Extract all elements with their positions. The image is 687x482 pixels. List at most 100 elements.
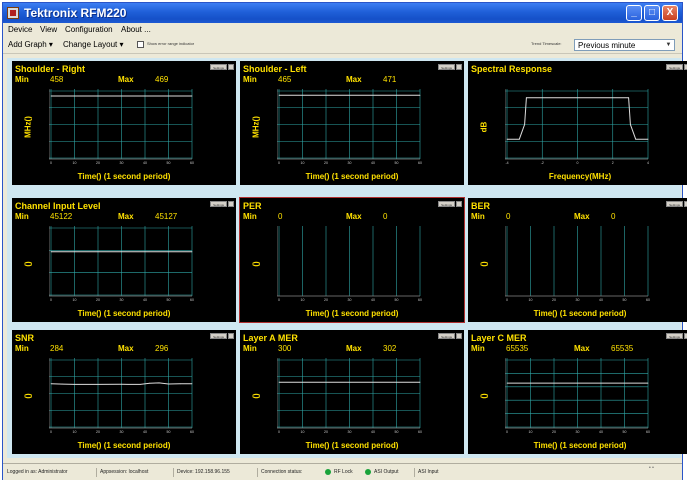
data-point <box>191 95 193 97</box>
x-tick-label: 60 <box>190 298 194 302</box>
max-value: 0 <box>611 212 616 221</box>
panel-settings-button[interactable]: Settings <box>210 201 227 207</box>
graph-grid: Shoulder - Right Settings Min 458 Max 469 MHz(… <box>7 58 687 458</box>
max-value: 469 <box>155 75 169 84</box>
panel-settings-button[interactable]: Settings <box>210 64 227 70</box>
panel-title: Channel Input Level <box>15 201 101 211</box>
add-graph-button[interactable]: Add Graph ▾ <box>8 40 53 49</box>
panel-settings-button[interactable]: Settings <box>666 333 683 339</box>
y-axis-label: MHz() <box>23 116 33 138</box>
menu-configuration[interactable]: Configuration <box>65 25 113 34</box>
x-tick-label: 0 <box>50 161 52 165</box>
max-label: Max <box>346 344 362 353</box>
panel-close-icon[interactable] <box>228 201 234 207</box>
x-tick-label: 60 <box>190 430 194 434</box>
x-tick-label: 10 <box>73 430 77 434</box>
close-button[interactable]: X <box>662 5 678 21</box>
panel-settings-button[interactable]: Settings <box>666 64 683 70</box>
graph-panel[interactable]: SNR Settings Min 284 Max 296 () Time() (1 secon… <box>12 330 236 454</box>
x-tick-label: 10 <box>301 161 305 165</box>
x-axis-label: Time() (1 second period) <box>533 441 627 450</box>
data-point <box>121 383 122 385</box>
resize-grip-icon[interactable]: • • <box>649 465 654 471</box>
graph-panel[interactable]: Channel Input Level Settings Min 45122 Max 45… <box>12 198 236 322</box>
min-value: 65535 <box>506 344 529 353</box>
panel-settings-button[interactable]: Settings <box>438 333 455 339</box>
x-tick-label: 40 <box>599 298 603 302</box>
graph-panel[interactable]: Shoulder - Left Settings Min 465 Max 471 MHz()… <box>240 61 464 185</box>
min-label: Min <box>243 344 257 353</box>
show-error-range-checkbox[interactable] <box>137 41 144 48</box>
panel-close-icon[interactable] <box>456 333 462 339</box>
status-appsession: Appsession: localhost <box>100 469 149 475</box>
x-tick-label: 40 <box>371 161 375 165</box>
x-tick-label: 20 <box>324 161 328 165</box>
x-tick-label: 50 <box>395 430 399 434</box>
status-connection: Connection status: <box>261 469 303 475</box>
panel-close-icon[interactable] <box>456 64 462 70</box>
x-tick-label: 40 <box>371 298 375 302</box>
x-tick-label: 10 <box>529 430 533 434</box>
x-tick-label: 0 <box>50 430 52 434</box>
add-graph-label: Add Graph <box>8 40 47 49</box>
panel-title: PER <box>243 201 262 211</box>
panel-settings-button[interactable]: Settings <box>666 201 683 207</box>
x-tick-label: 4 <box>647 161 649 165</box>
data-point <box>278 381 280 383</box>
data-point <box>630 124 631 125</box>
x-tick-label: 30 <box>348 161 352 165</box>
x-tick-label: 10 <box>73 161 77 165</box>
minimize-button[interactable]: _ <box>626 5 642 21</box>
panel-close-icon[interactable] <box>228 64 234 70</box>
graph-panel[interactable]: Layer A MER Settings Min 300 Max 302() Time() … <box>240 330 464 454</box>
trend-timescale-select[interactable]: Previous minute ▼ <box>574 39 675 51</box>
panel-settings-button[interactable]: Settings <box>438 64 455 70</box>
graph-panel[interactable]: Spectral Response Settings dB Frequency(MHz… <box>468 61 687 185</box>
panel-close-icon[interactable] <box>228 333 234 339</box>
max-label: Max <box>118 75 134 84</box>
menu-device[interactable]: Device <box>8 25 33 34</box>
graph-panel[interactable]: PER Settings Min 0 Max 0 () Time() (1 second pe… <box>239 197 465 323</box>
x-axis-label: Time() (1 second period) <box>305 172 399 181</box>
x-tick-label: 60 <box>418 298 422 302</box>
x-axis-label: Time() (1 second period) <box>533 309 627 318</box>
x-axis-label: Frequency(MHz) <box>548 172 612 181</box>
max-value: 296 <box>155 344 169 353</box>
max-value: 65535 <box>611 344 634 353</box>
x-tick-label: 50 <box>167 298 171 302</box>
x-tick-label: 30 <box>576 430 580 434</box>
menu-view[interactable]: View <box>40 25 58 34</box>
x-tick-label: 60 <box>418 430 422 434</box>
panel-close-icon[interactable] <box>684 333 687 339</box>
toolbar: Add Graph ▾ Change Layout ▾ Show error r… <box>3 36 682 54</box>
y-axis-label: () <box>251 393 261 399</box>
panel-title: Spectral Response <box>471 64 553 74</box>
panel-close-icon[interactable] <box>684 201 687 207</box>
data-point <box>50 383 52 385</box>
panel-settings-button[interactable]: Settings <box>438 201 455 207</box>
graph-panel[interactable]: Layer C MER Settings Min 65535 Max 65535 () Tim… <box>468 330 687 454</box>
graph-panel[interactable]: Shoulder - Right Settings Min 458 Max 469 MHz(… <box>12 61 236 185</box>
data-point <box>191 383 193 385</box>
x-tick-label: 50 <box>623 430 627 434</box>
graph-panel[interactable]: BER Settings Min 0 Max 0 () Time() (1 second pe… <box>468 198 687 322</box>
change-layout-button[interactable]: Change Layout ▾ <box>63 40 124 49</box>
panel-close-icon[interactable] <box>684 64 687 70</box>
x-tick-label: 30 <box>348 430 352 434</box>
data-point <box>628 97 629 99</box>
maximize-button[interactable]: □ <box>644 5 660 21</box>
asi-output-led-icon <box>365 469 371 475</box>
min-label: Min <box>15 75 29 84</box>
panel-close-icon[interactable] <box>456 201 462 207</box>
data-point <box>419 381 421 383</box>
title-bar[interactable]: Tektronix RFM220 _ □ X <box>3 3 682 23</box>
menu-about[interactable]: About ... <box>121 25 151 34</box>
show-error-range-label: Show error range indicator <box>147 41 195 46</box>
min-value: 458 <box>50 75 64 84</box>
x-tick-label: 40 <box>143 298 147 302</box>
panel-settings-button[interactable]: Settings <box>210 333 227 339</box>
x-tick-label: 0 <box>577 161 579 165</box>
data-point <box>635 138 637 140</box>
x-tick-label: 60 <box>646 298 650 302</box>
trend-timescale-value: Previous minute <box>578 41 636 50</box>
